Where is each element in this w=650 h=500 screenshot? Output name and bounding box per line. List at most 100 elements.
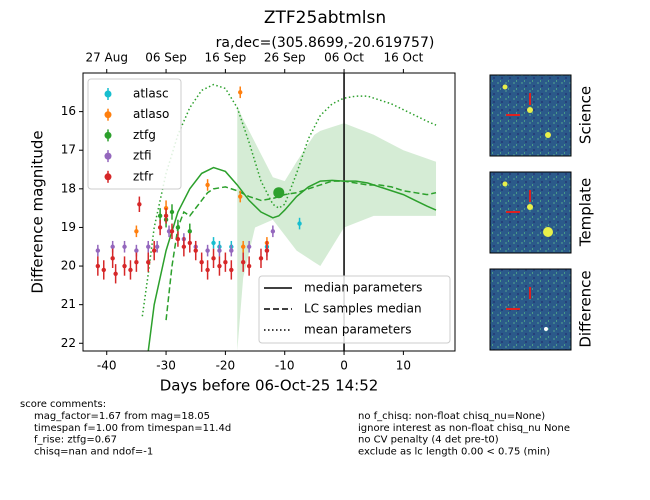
- data-point: [193, 248, 198, 253]
- legend-label: median parameters: [304, 281, 422, 295]
- data-point: [95, 248, 101, 253]
- data-point: [110, 256, 115, 261]
- comments: score comments:mag_factor=1.67 from mag=…: [20, 399, 570, 457]
- data-point: [273, 187, 285, 199]
- data-point: [246, 244, 252, 249]
- data-point: [122, 263, 127, 269]
- legend: median parameters LC samples median mean p…: [258, 275, 451, 344]
- data-point: [134, 259, 139, 265]
- data-point: [240, 244, 246, 249]
- y-tick-label: 22: [61, 336, 76, 350]
- legend: atlasc atlaso ztfg ztfi ztfr: [87, 78, 182, 190]
- data-point: [211, 256, 216, 261]
- star: [527, 107, 533, 113]
- model-line: [141, 83, 437, 317]
- data-point: [101, 267, 106, 273]
- star: [543, 227, 553, 237]
- data-point: [169, 229, 175, 234]
- data-point: [187, 240, 192, 246]
- data-point: [175, 236, 181, 242]
- data-point: [146, 259, 151, 265]
- legend-swatch: [104, 111, 112, 119]
- comment: mag_factor=1.67 from mag=18.05: [34, 411, 210, 422]
- cutout-image: [489, 74, 572, 157]
- top-x-tick-label: 16 Sep: [205, 51, 247, 65]
- cutout-label: Science: [577, 86, 595, 144]
- y-tick-label: 16: [61, 104, 76, 118]
- legend-label: mean parameters: [304, 323, 411, 337]
- data-point: [229, 267, 234, 273]
- top-x-tick-label: 06 Sep: [145, 51, 187, 65]
- data-point: [175, 225, 181, 230]
- data-point: [134, 229, 139, 234]
- plot-clip: [95, 73, 437, 351]
- x-tick-label: 0: [340, 359, 348, 373]
- top-x-tick-label: 26 Sep: [264, 51, 306, 65]
- legend-label: atlaso: [133, 107, 169, 121]
- x-tick-label: 10: [396, 359, 411, 373]
- comment: f_rise: ztfg=0.67: [34, 435, 117, 446]
- legend-label: LC samples median: [304, 302, 422, 316]
- data-point: [134, 248, 139, 253]
- data-point: [297, 221, 302, 226]
- data-point: [238, 194, 243, 199]
- y-tick-label: 20: [61, 259, 76, 273]
- comment: timespan f=1.00 from timespan=11.4d: [34, 423, 231, 434]
- data-point: [95, 263, 101, 269]
- data-point: [181, 244, 187, 249]
- artifact: [544, 327, 548, 331]
- x-tick-label: -40: [97, 359, 117, 373]
- cutout-label: Difference: [577, 270, 595, 347]
- comment: exclude as lc length 0.00 < 0.75 (min): [358, 446, 550, 457]
- data-point: [238, 90, 243, 95]
- legend-label: ztfg: [133, 128, 156, 142]
- data-point: [270, 229, 276, 234]
- y-tick-label: 19: [61, 220, 76, 234]
- plot-area: -40 -30 -20 -10 0 10 27 Aug 06 Sep 16 Sep 26 Sep 0…: [61, 51, 456, 373]
- star: [545, 132, 551, 138]
- cutout-label: Template: [577, 178, 595, 247]
- data-point: [211, 240, 216, 246]
- data-point: [240, 259, 246, 265]
- top-x-tick-label: 16 Oct: [383, 51, 423, 65]
- legend-label: atlasc: [133, 87, 169, 101]
- y-tick-label: 18: [61, 181, 76, 195]
- cutout-image: [489, 268, 572, 351]
- data-point: [146, 244, 151, 249]
- comment: no CV penalty (4 det pre-t0): [358, 435, 499, 446]
- data-point: [137, 202, 142, 207]
- x-tick-label: -20: [216, 359, 236, 373]
- chart-subtitle: ra,dec=(305.8699,-20.619757): [216, 35, 435, 51]
- data-point: [110, 244, 115, 249]
- legend-swatch: [104, 152, 112, 160]
- data-point: [246, 263, 252, 269]
- legend-swatch: [104, 131, 112, 139]
- data-point: [258, 256, 264, 261]
- data-point: [217, 248, 222, 253]
- comment: ignore interest as non-float chisq_nu No…: [358, 423, 570, 434]
- legend-swatch: [104, 173, 112, 181]
- y-tick-label: 17: [61, 143, 76, 157]
- data-point: [205, 267, 210, 273]
- data-point: [223, 259, 228, 265]
- star: [502, 181, 508, 187]
- model-line: [147, 166, 437, 351]
- data-point: [113, 271, 118, 276]
- star: [527, 204, 533, 210]
- y-tick-label: 21: [61, 297, 76, 311]
- uncertainty-band: [237, 105, 437, 351]
- plot-frame: [82, 72, 456, 352]
- data-point: [229, 248, 234, 253]
- chart-title: ZTF25abtmlsn: [264, 8, 386, 28]
- data-point: [187, 229, 192, 234]
- top-x-tick-label: 06 Oct: [324, 51, 364, 65]
- data-point: [199, 259, 204, 265]
- legend-box: [258, 275, 451, 344]
- data-point: [163, 213, 169, 219]
- comment: chisq=nan and ndof=-1: [34, 446, 153, 457]
- legend-swatch: [104, 90, 112, 98]
- y-axis-label: Difference magnitude: [29, 130, 47, 293]
- data-point: [205, 182, 210, 188]
- data-point: [205, 248, 210, 253]
- comments-title: score comments:: [20, 399, 106, 410]
